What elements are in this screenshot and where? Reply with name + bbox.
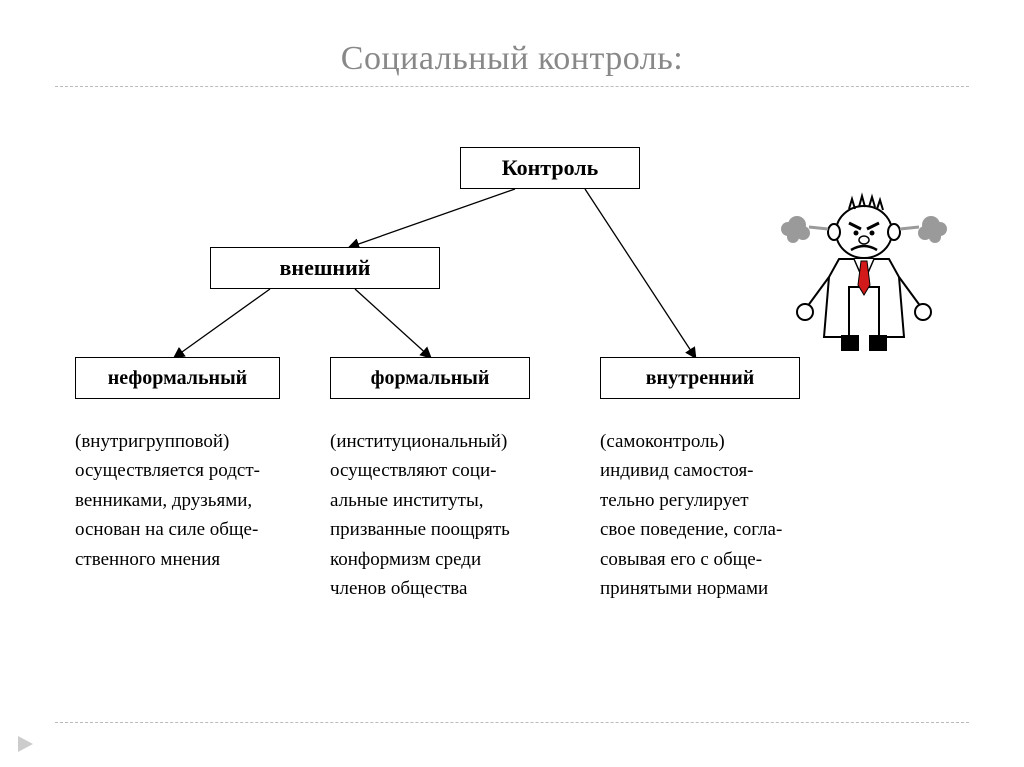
- divider-bottom: [55, 722, 969, 723]
- edge-control-internal: [585, 189, 695, 357]
- desc-formal: (институциональный) осуществляют соци- а…: [330, 427, 570, 604]
- angry-businessman-icon: [779, 187, 949, 357]
- node-external: внешний: [210, 247, 440, 289]
- edge-control-external: [350, 189, 515, 247]
- edge-external-informal: [175, 289, 270, 357]
- desc-informal: (внутригрупповой) осуществляется родст- …: [75, 427, 315, 574]
- node-formal: формальный: [330, 357, 530, 399]
- node-informal: неформальный: [75, 357, 280, 399]
- diagram-container: Контроль внешний неформальный формальный…: [55, 117, 969, 697]
- footer-marker-icon: [15, 733, 37, 755]
- divider-top: [55, 86, 969, 87]
- page-title: Социальный контроль:: [55, 40, 969, 78]
- node-control: Контроль: [460, 147, 640, 189]
- edge-external-formal: [355, 289, 430, 357]
- node-internal: внутренний: [600, 357, 800, 399]
- desc-internal: (самоконтроль) индивид самостоя- тельно …: [600, 427, 840, 604]
